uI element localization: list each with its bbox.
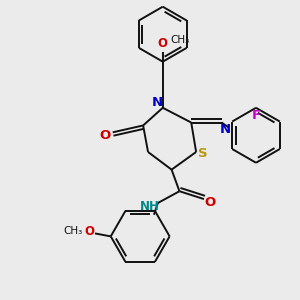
Text: CH₃: CH₃ <box>64 226 83 236</box>
Text: O: O <box>158 38 168 50</box>
Text: N: N <box>220 123 231 136</box>
Text: F: F <box>251 109 261 122</box>
Text: O: O <box>204 196 215 208</box>
Text: NH: NH <box>140 200 160 213</box>
Text: O: O <box>99 129 110 142</box>
Text: CH₃: CH₃ <box>171 35 190 45</box>
Text: N: N <box>151 96 162 110</box>
Text: O: O <box>84 225 94 238</box>
Text: S: S <box>198 147 208 161</box>
